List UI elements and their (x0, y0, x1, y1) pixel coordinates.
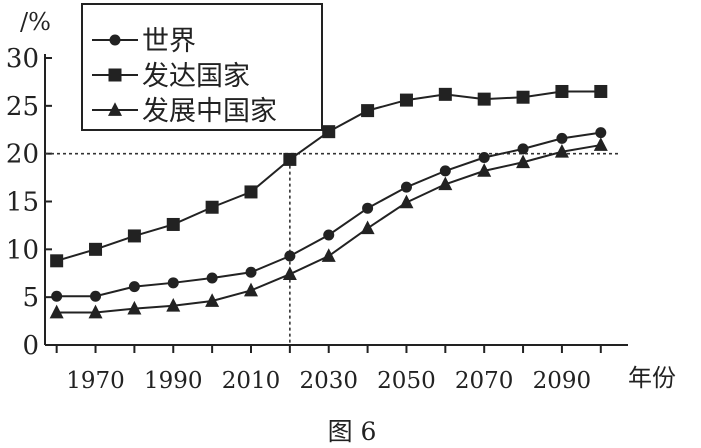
data-point (556, 132, 568, 144)
data-point (322, 125, 336, 139)
data-point (51, 290, 63, 302)
data-point (439, 165, 451, 177)
legend-entry: 世界 (142, 26, 196, 57)
data-point (243, 282, 258, 297)
data-point (166, 217, 180, 231)
series-line (56, 131, 601, 298)
reference-lines (45, 152, 620, 345)
legend-marker (108, 68, 122, 82)
data-point (284, 250, 296, 262)
data-point (206, 272, 218, 284)
y-tick-label: 15 (6, 188, 39, 218)
legend-entry: 发达国家 (142, 61, 250, 92)
legend-marker (108, 102, 122, 116)
axes: 0 5 10 15 20 25 30 1970 1990 2010 2030 2050 2070 2090 (6, 44, 628, 394)
figure-caption: 图 6 (328, 417, 377, 446)
y-tick-label: 0 (22, 331, 39, 361)
x-tick-label: 2090 (533, 368, 592, 394)
data-point (323, 229, 335, 241)
data-point (593, 137, 608, 151)
data-point (477, 163, 492, 177)
legend-entry: 发展中国家 (142, 96, 277, 127)
data-point (400, 181, 412, 193)
data-point (362, 202, 374, 214)
data-point (90, 290, 102, 302)
data-point (282, 266, 297, 281)
data-point (399, 93, 413, 107)
series-square (50, 84, 608, 268)
data-point (438, 87, 452, 101)
data-point (205, 293, 220, 307)
data-point (166, 297, 181, 312)
data-point (244, 185, 258, 199)
data-point (517, 143, 529, 155)
x-tick-label: 2050 (377, 368, 436, 394)
data-point (245, 266, 257, 278)
y-tick-label: 25 (6, 92, 39, 122)
data-point (438, 176, 453, 191)
y-axis-unit: /% (20, 8, 51, 36)
data-point (361, 104, 375, 118)
data-point (49, 304, 64, 319)
data-point (478, 151, 490, 163)
data-point (516, 90, 530, 104)
y-tick-label: 30 (6, 44, 39, 74)
data-point (477, 92, 491, 106)
plot-area (49, 84, 608, 319)
data-point (89, 242, 103, 256)
series-triangle (49, 137, 608, 319)
x-tick-label: 2070 (455, 368, 514, 394)
data-point (554, 143, 569, 158)
data-point (128, 281, 140, 293)
x-axis-label: 年份 (628, 364, 676, 392)
x-tick-label: 2030 (299, 368, 358, 394)
data-point (88, 304, 103, 319)
x-tick-label: 1990 (144, 368, 203, 394)
data-point (167, 277, 179, 289)
data-point (205, 200, 219, 214)
data-point (127, 229, 141, 243)
y-tick-label: 10 (6, 235, 39, 265)
data-point (595, 127, 607, 139)
data-point (50, 254, 64, 268)
data-point (594, 84, 608, 98)
data-point (127, 300, 142, 315)
x-tick-label: 1970 (66, 368, 125, 394)
data-point (283, 152, 297, 166)
data-point (516, 154, 531, 169)
data-point (321, 248, 336, 262)
series-circle (51, 127, 607, 302)
y-tick-label: 20 (6, 140, 39, 170)
data-point (399, 194, 414, 209)
legend-marker (109, 34, 121, 46)
data-point (555, 84, 569, 98)
y-tick-label: 5 (22, 283, 39, 313)
x-tick-label: 2010 (222, 368, 281, 394)
data-point (360, 220, 375, 235)
